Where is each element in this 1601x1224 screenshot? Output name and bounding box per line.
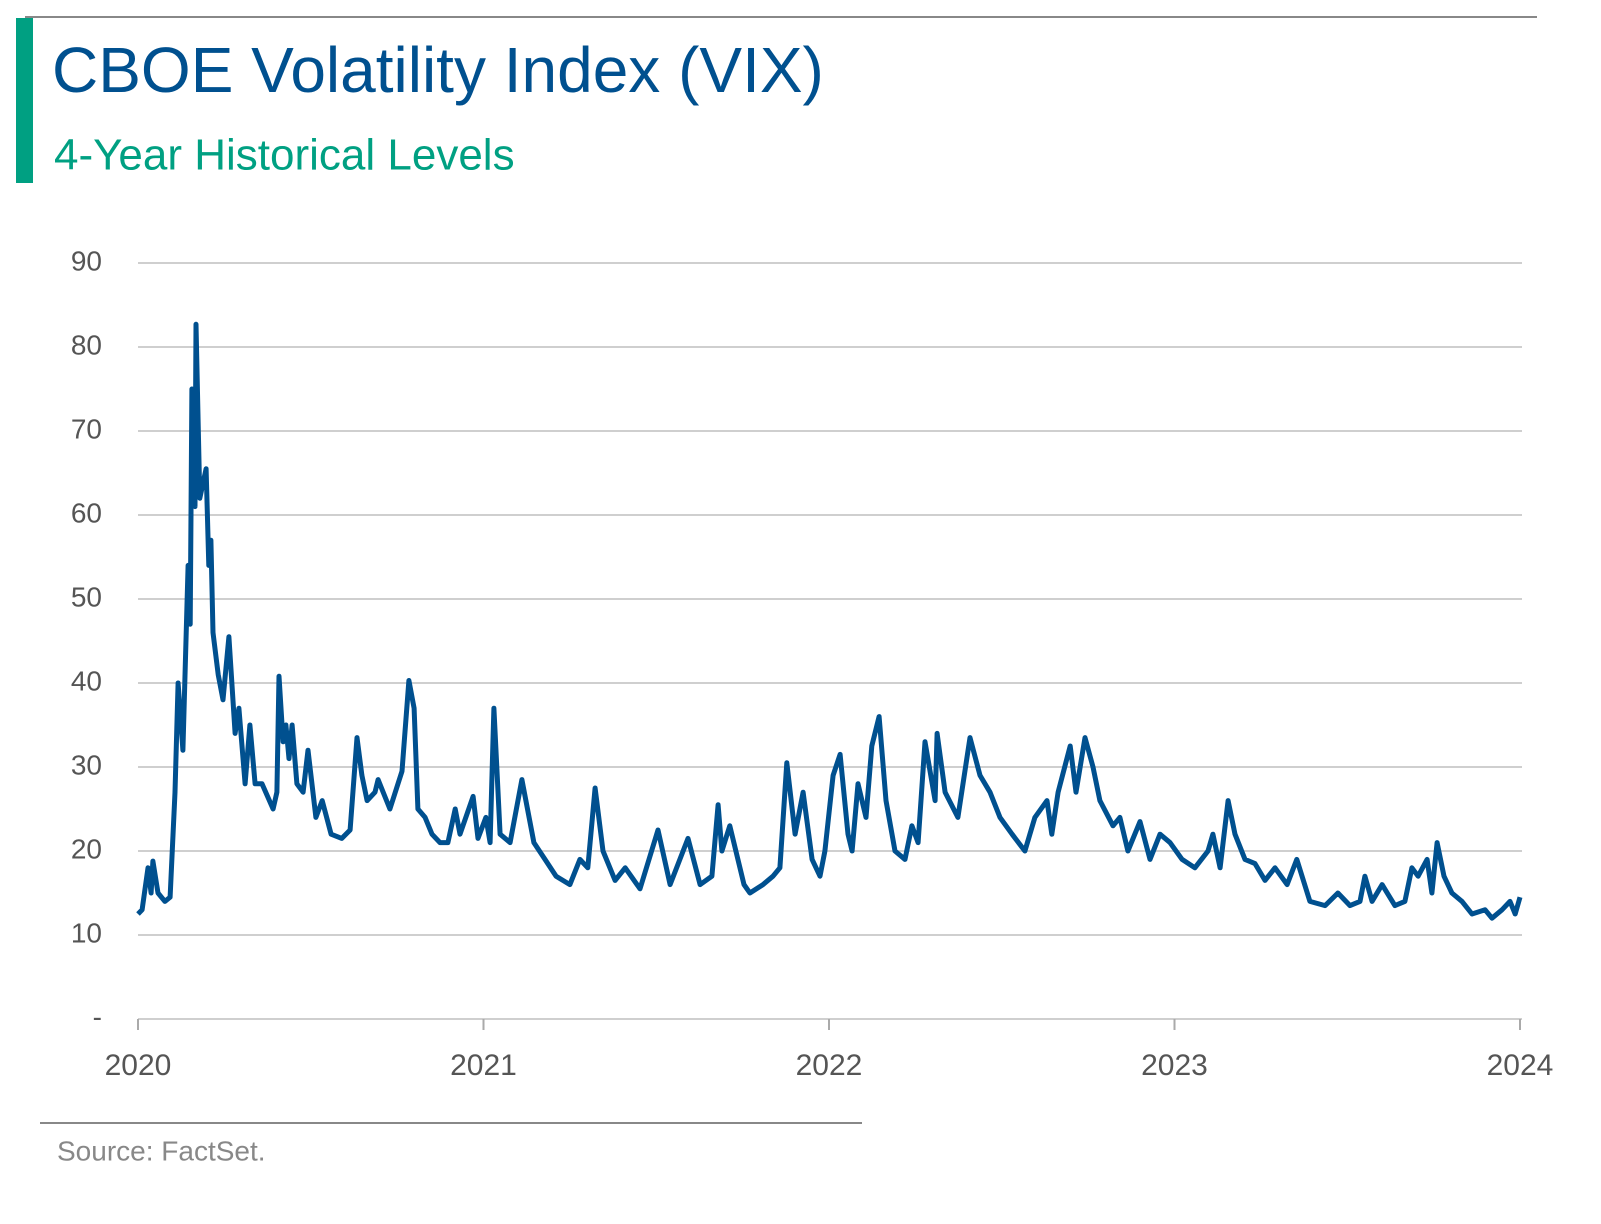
y-tick-label: 20 xyxy=(71,833,102,864)
x-tick-label: 2021 xyxy=(450,1049,517,1082)
y-tick-label: 70 xyxy=(71,413,102,444)
x-tick-label: 2022 xyxy=(796,1049,863,1082)
vix-line xyxy=(136,321,1523,921)
x-tick-label: 2023 xyxy=(1141,1049,1208,1082)
x-tick-label: 2020 xyxy=(105,1049,172,1082)
y-tick-label: 60 xyxy=(71,497,102,528)
y-tick-label: 10 xyxy=(71,917,102,948)
y-tick-label: 50 xyxy=(71,581,102,612)
source: Source: FactSet. xyxy=(57,1135,266,1166)
chart-subtitle: 4-Year Historical Levels xyxy=(54,131,515,180)
x-tick-label: 2024 xyxy=(1487,1049,1554,1082)
plot-area: - 10 20 30 40 50 60 70 80 90 2020 2021 2022 2023 2024 xyxy=(71,245,1554,1082)
y-tick-label: 30 xyxy=(71,749,102,780)
y-tick-label: 90 xyxy=(71,245,102,276)
y-tick-label: 40 xyxy=(71,665,102,696)
y-tick-label: 80 xyxy=(71,329,102,360)
accent-bar xyxy=(16,18,33,183)
chart-title: CBOE Volatility Index (VIX) xyxy=(52,34,824,106)
y-tick-label: - xyxy=(93,1001,102,1032)
